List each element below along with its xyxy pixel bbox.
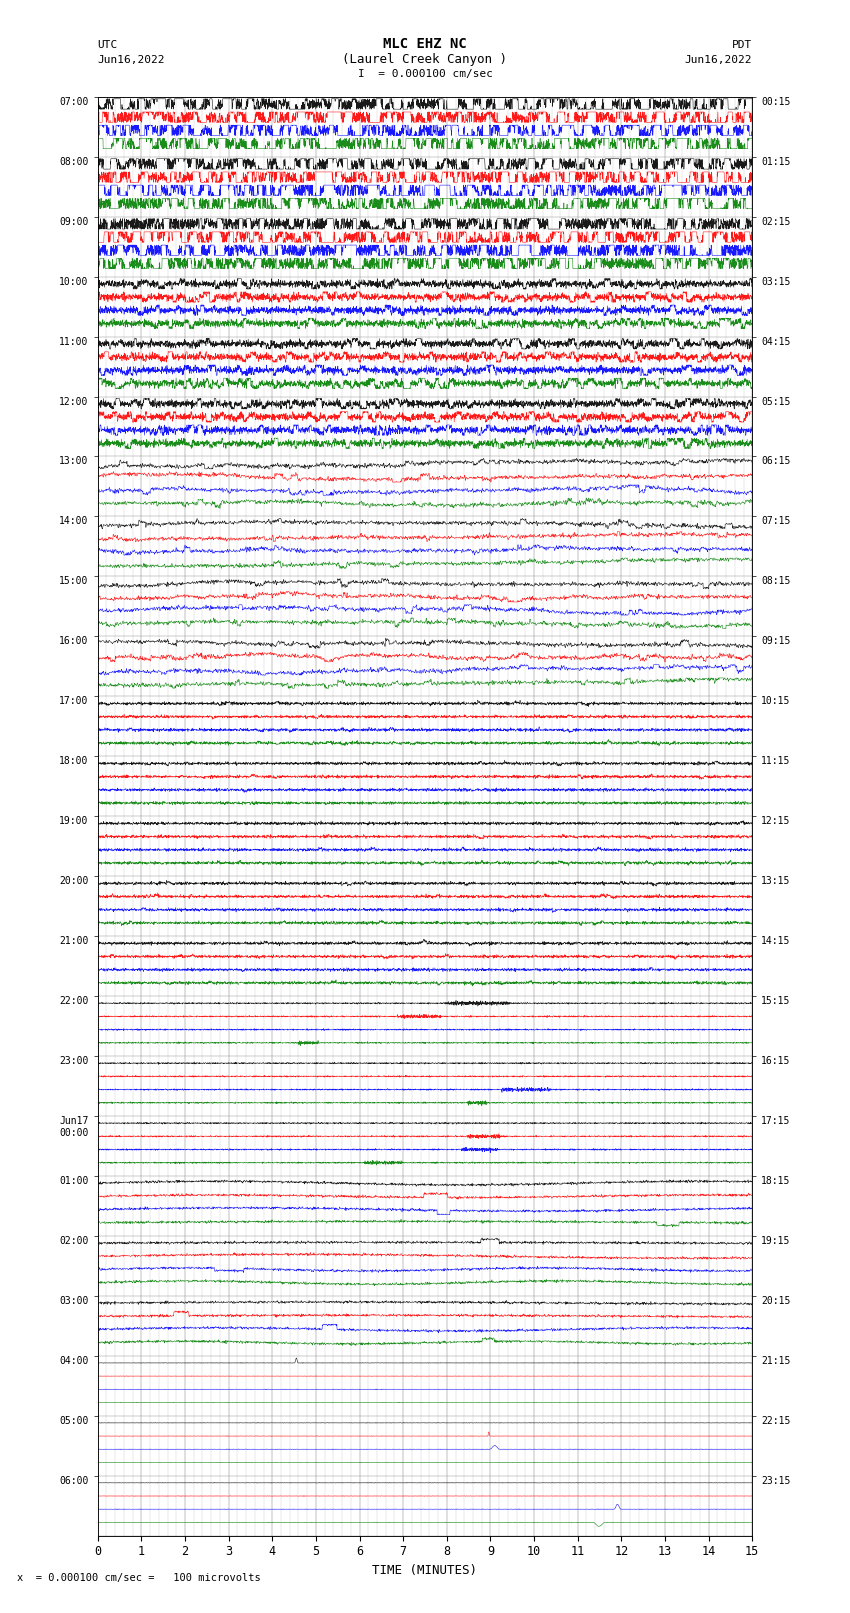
Text: Jun16,2022: Jun16,2022 [685,55,752,65]
Text: MLC EHZ NC: MLC EHZ NC [383,37,467,52]
Text: x  = 0.000100 cm/sec =   100 microvolts: x = 0.000100 cm/sec = 100 microvolts [17,1573,261,1582]
Text: (Laurel Creek Canyon ): (Laurel Creek Canyon ) [343,53,507,66]
Text: PDT: PDT [732,40,752,50]
Text: Jun16,2022: Jun16,2022 [98,55,165,65]
Text: UTC: UTC [98,40,118,50]
Text: I  = 0.000100 cm/sec: I = 0.000100 cm/sec [358,69,492,79]
X-axis label: TIME (MINUTES): TIME (MINUTES) [372,1565,478,1578]
